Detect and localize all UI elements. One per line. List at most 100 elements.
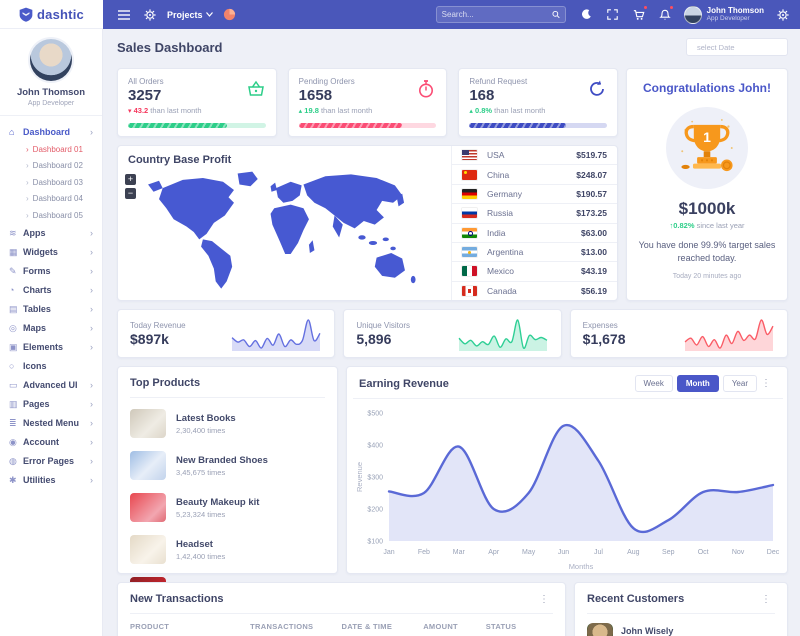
country-name: Argentina — [487, 247, 524, 258]
country-row-usa[interactable]: USA $519.75 — [452, 146, 617, 166]
earning-more-vertical-icon[interactable]: ⋮ — [761, 378, 771, 389]
transactions-more-vertical-icon[interactable]: ⋮ — [539, 593, 549, 605]
map-zoom-out-button[interactable]: − — [125, 188, 136, 199]
chevron-right-icon: › — [26, 144, 29, 154]
sidebar-subitem-dashboard-03[interactable]: › Dashboard 03 — [0, 174, 102, 191]
sidebar-item-label: Forms — [23, 266, 51, 276]
svg-text:$100: $100 — [367, 539, 383, 546]
country-name: China — [487, 169, 510, 180]
product-item-latest-books[interactable]: Latest Books 2,30,400 times — [130, 402, 325, 444]
product-thumbnail — [130, 409, 166, 438]
settings-gear-icon[interactable] — [137, 0, 163, 29]
topbar-user-name: John Thomson — [706, 5, 764, 15]
recent-customers-title: Recent Customers — [587, 593, 685, 605]
pie-chart-icon[interactable] — [217, 0, 243, 29]
india-flag-icon — [462, 227, 477, 238]
sidebar-item-icons[interactable]: ○ Icons — [0, 357, 102, 376]
customer-text: John Wisely1340 Oits Rd, VA, 23139 — [621, 626, 703, 636]
country-name: Germany — [487, 188, 522, 199]
sidebar-subitem-dashboard-05[interactable]: › Dashboard 05 — [0, 207, 102, 224]
range-button-week[interactable]: Week — [634, 375, 673, 392]
stat-delta: ▴ 19.8 than last month — [299, 106, 437, 115]
country-value: $56.19 — [581, 285, 607, 296]
chevron-right-icon: › — [26, 210, 29, 220]
sidebar-item-charts[interactable]: ◔ Charts › — [0, 281, 102, 300]
select-date-input[interactable] — [697, 42, 794, 52]
country-row-mexico[interactable]: Mexico $43.19 — [452, 262, 617, 282]
sidebar-user-avatar[interactable] — [30, 39, 72, 81]
brand-logo[interactable]: dashtic — [0, 0, 103, 29]
country-row-india[interactable]: India $63.00 — [452, 224, 617, 243]
chevron-right-icon: › — [90, 228, 93, 238]
range-button-month[interactable]: Month — [676, 375, 719, 392]
svg-text:May: May — [522, 549, 536, 556]
customer-item-john-wisely[interactable]: John Wisely1340 Oits Rd, VA, 23139 — [587, 614, 775, 636]
sidebar-item-tables[interactable]: ▤ Tables › — [0, 300, 102, 319]
sidebar-item-nested-menu[interactable]: ≣ Nested Menu › — [0, 414, 102, 433]
sidebar-item-pages[interactable]: ▥ Pages › — [0, 395, 102, 414]
projects-menu[interactable]: Projects — [167, 10, 213, 20]
product-item-headset[interactable]: Headset 1,42,400 times — [130, 528, 325, 570]
sidebar-item-error-pages[interactable]: ◍ Error Pages › — [0, 452, 102, 471]
svg-text:$300: $300 — [367, 475, 383, 482]
chevron-right-icon: › — [90, 266, 93, 276]
chevron-right-icon: › — [90, 418, 93, 428]
earning-revenue-title: Earning Revenue — [359, 377, 449, 390]
product-item-new-branded-shoes[interactable]: New Branded Shoes 3,45,675 times — [130, 444, 325, 486]
country-row-canada[interactable]: Canada $56.19 — [452, 282, 617, 300]
range-button-year[interactable]: Year — [722, 375, 757, 392]
sidebar-item-widgets[interactable]: ▦ Widgets › — [0, 243, 102, 262]
sidebar-item-maps[interactable]: ◎ Maps › — [0, 319, 102, 338]
chevron-right-icon: › — [90, 380, 93, 390]
svg-text:Mar: Mar — [453, 549, 466, 556]
user-menu[interactable]: John Thomson App Developer — [683, 5, 764, 24]
sidebar-item-forms[interactable]: ✎ Forms › — [0, 262, 102, 281]
map-zoom-in-button[interactable]: + — [125, 174, 136, 185]
sidebar-item-utilities[interactable]: ✱ Utilities › — [0, 471, 102, 490]
sidebar-item-advanced-ui[interactable]: ▭ Advanced UI › — [0, 376, 102, 395]
mini-stat-text: Unique Visitors 5,896 — [356, 321, 410, 347]
country-row-germany[interactable]: Germany $190.57 — [452, 185, 617, 205]
notifications-bell-icon[interactable] — [652, 0, 678, 29]
world-map[interactable] — [140, 168, 445, 296]
hamburger-menu-icon[interactable] — [111, 0, 137, 29]
country-row-russia[interactable]: Russia $173.25 — [452, 204, 617, 224]
customers-more-vertical-icon[interactable]: ⋮ — [761, 593, 771, 605]
svg-text:Jan: Jan — [383, 549, 394, 556]
usa-flag-icon — [462, 150, 477, 161]
cart-icon[interactable] — [626, 0, 652, 29]
sidebar-user-role: App Developer — [27, 100, 75, 107]
fullscreen-icon[interactable] — [600, 0, 626, 29]
sidebar-subitem-dashboard-01[interactable]: › Dashboard 01 — [0, 141, 102, 158]
search-icon[interactable] — [552, 10, 560, 19]
country-value: $190.57 — [576, 188, 607, 199]
sidebar-item-label: Pages — [23, 399, 50, 409]
mini-stat-label: Expenses — [582, 320, 618, 330]
country-value: $519.75 — [576, 150, 607, 161]
sidebar-item-dashboard[interactable]: ⌂ Dashboard › — [0, 122, 102, 141]
customer-avatar — [587, 623, 613, 636]
sidebar-subitem-dashboard-02[interactable]: › Dashboard 02 — [0, 158, 102, 175]
search-input[interactable] — [441, 10, 552, 19]
mini-stat-today-revenue: Today Revenue $897k — [117, 309, 336, 358]
mini-stat-value: 5,896 — [356, 330, 392, 347]
sidebar-subitem-dashboard-04[interactable]: › Dashboard 04 — [0, 191, 102, 208]
country-row-argentina[interactable]: Argentina $13.00 — [452, 243, 617, 263]
sidebar-item-label: Elements — [23, 342, 64, 352]
product-thumbnail — [130, 493, 166, 522]
svg-text:Jul: Jul — [594, 549, 603, 556]
svg-text:Nov: Nov — [732, 549, 745, 556]
sidebar-item-apps[interactable]: ≋ Apps › — [0, 224, 102, 243]
product-count: 3,45,675 times — [176, 467, 226, 477]
country-name: USA — [487, 150, 505, 161]
product-item-beauty-makeup-kit[interactable]: Beauty Makeup kit 5,23,324 times — [130, 486, 325, 528]
country-row-china[interactable]: China $248.07 — [452, 165, 617, 185]
rightbar-gear-icon[interactable] — [770, 0, 796, 29]
sidebar-item-elements[interactable]: ▣ Elements › — [0, 338, 102, 357]
stat-delta-value: 0.8% — [472, 106, 495, 115]
sidebar-item-account[interactable]: ◉ Account › — [0, 433, 102, 452]
stat-progress-bar — [298, 123, 437, 128]
chevron-right-icon: › — [90, 399, 93, 409]
dark-mode-moon-icon[interactable] — [574, 0, 600, 29]
stat-delta: ▾ 43.2 than last month — [128, 106, 266, 115]
